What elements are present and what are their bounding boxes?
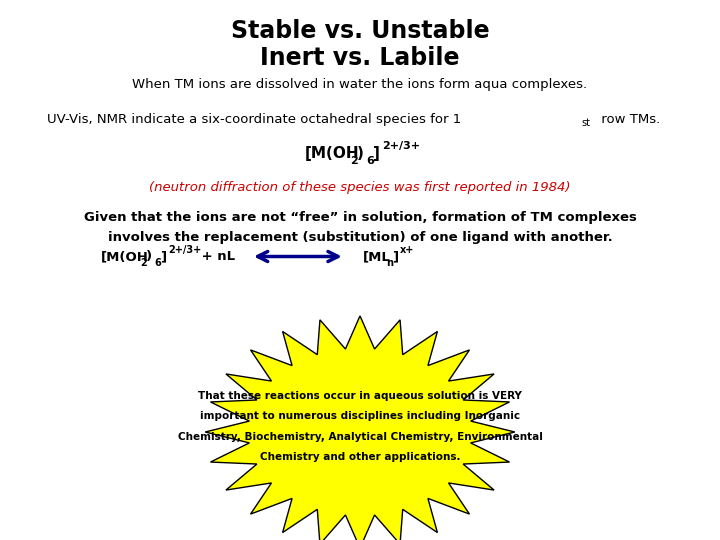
Text: involves the replacement (substitution) of one ligand with another.: involves the replacement (substitution) … (107, 231, 613, 244)
Text: 6: 6 (366, 157, 374, 166)
Text: Given that the ions are not “free” in solution, formation of TM complexes: Given that the ions are not “free” in so… (84, 211, 636, 224)
Text: 2+/3+: 2+/3+ (168, 245, 201, 255)
Text: When TM ions are dissolved in water the ions form aqua complexes.: When TM ions are dissolved in water the … (132, 78, 588, 91)
Text: important to numerous disciplines including Inorganic: important to numerous disciplines includ… (200, 411, 520, 421)
Text: Chemistry, Biochemistry, Analytical Chemistry, Environmental: Chemistry, Biochemistry, Analytical Chem… (178, 432, 542, 442)
Text: n: n (387, 258, 393, 268)
Text: ]: ] (373, 146, 379, 161)
Text: x+: x+ (400, 245, 415, 255)
Text: 2+/3+: 2+/3+ (382, 141, 420, 151)
Text: ]: ] (160, 250, 166, 263)
Text: UV-Vis, NMR indicate a six-coordinate octahedral species for 1: UV-Vis, NMR indicate a six-coordinate oc… (47, 113, 461, 126)
Text: ]: ] (392, 250, 398, 263)
Text: 6: 6 (154, 258, 161, 268)
Text: [M(OH: [M(OH (101, 250, 148, 263)
Text: ): ) (146, 250, 153, 263)
Text: (neutron diffraction of these species was first reported in 1984): (neutron diffraction of these species wa… (149, 181, 571, 194)
Text: Chemistry and other applications.: Chemistry and other applications. (260, 453, 460, 462)
Text: 2: 2 (351, 157, 358, 166)
Text: st: st (581, 118, 590, 128)
Text: ): ) (357, 146, 364, 161)
Text: [ML: [ML (363, 250, 390, 263)
Text: 2: 2 (140, 258, 147, 268)
Text: That these reactions occur in aqueous solution is VERY: That these reactions occur in aqueous so… (198, 391, 522, 401)
Text: Stable vs. Unstable: Stable vs. Unstable (230, 19, 490, 43)
Text: Inert vs. Labile: Inert vs. Labile (260, 46, 460, 70)
Text: row TMs.: row TMs. (597, 113, 660, 126)
Polygon shape (205, 316, 515, 540)
Text: [M(OH: [M(OH (305, 146, 359, 161)
Text: + nL: + nL (197, 250, 235, 263)
